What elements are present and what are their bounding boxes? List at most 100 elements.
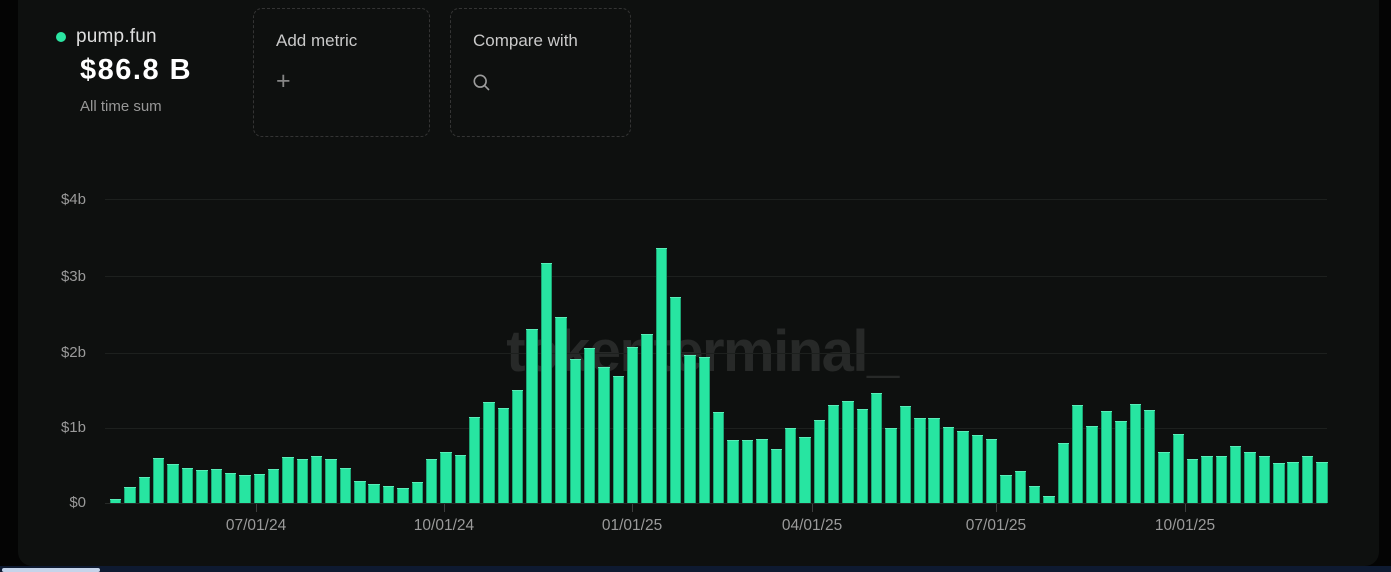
- bar[interactable]: [626, 347, 639, 503]
- bar[interactable]: [598, 367, 610, 503]
- bar[interactable]: [1100, 411, 1113, 503]
- bar[interactable]: [914, 418, 926, 503]
- bar[interactable]: [196, 470, 208, 503]
- bar[interactable]: [1273, 463, 1285, 503]
- bar[interactable]: [354, 481, 366, 503]
- compare-with-button[interactable]: Compare with: [450, 8, 631, 137]
- bar[interactable]: [1043, 496, 1055, 503]
- bar[interactable]: [928, 418, 940, 503]
- bar[interactable]: [1143, 410, 1156, 503]
- bar[interactable]: [1258, 456, 1271, 503]
- x-tick-mark: [1185, 504, 1186, 512]
- bar[interactable]: [440, 452, 452, 503]
- horizontal-scrollbar-track[interactable]: [0, 566, 1391, 572]
- bar[interactable]: [569, 359, 581, 503]
- bar[interactable]: [885, 428, 897, 503]
- bar[interactable]: [827, 405, 840, 503]
- bar[interactable]: [124, 487, 136, 503]
- bar[interactable]: [311, 456, 323, 503]
- bar[interactable]: [1115, 421, 1127, 503]
- bar[interactable]: [856, 409, 869, 503]
- bar[interactable]: [1129, 404, 1141, 503]
- bar[interactable]: [267, 469, 280, 503]
- series-color-dot: [56, 32, 66, 42]
- bar[interactable]: [641, 334, 653, 503]
- bar[interactable]: [153, 458, 165, 503]
- bar[interactable]: [784, 428, 797, 503]
- bar[interactable]: [756, 439, 768, 503]
- bar[interactable]: [1301, 456, 1314, 503]
- bar[interactable]: [526, 329, 538, 503]
- bar[interactable]: [339, 468, 352, 503]
- bar[interactable]: [1086, 426, 1098, 503]
- bar[interactable]: [1172, 434, 1184, 503]
- add-metric-button[interactable]: Add metric +: [253, 8, 430, 137]
- bar[interactable]: [210, 469, 222, 503]
- bar[interactable]: [296, 459, 309, 503]
- bar[interactable]: [1000, 475, 1012, 503]
- bar[interactable]: [612, 376, 624, 503]
- bar[interactable]: [224, 473, 237, 503]
- bar[interactable]: [167, 464, 179, 503]
- x-tick-label: 10/01/24: [413, 517, 475, 534]
- x-tick-mark: [812, 504, 814, 512]
- bar[interactable]: [684, 355, 696, 503]
- bar[interactable]: [813, 420, 825, 503]
- horizontal-scrollbar-thumb[interactable]: [2, 568, 100, 572]
- bar[interactable]: [397, 488, 409, 503]
- bar[interactable]: [942, 427, 955, 503]
- bar[interactable]: [713, 412, 725, 503]
- bar[interactable]: [655, 248, 668, 503]
- bar[interactable]: [239, 475, 251, 503]
- bar[interactable]: [540, 263, 553, 503]
- bar[interactable]: [799, 437, 811, 503]
- bar[interactable]: [411, 482, 423, 503]
- bar[interactable]: [1186, 459, 1199, 503]
- bar[interactable]: [454, 455, 467, 503]
- bar[interactable]: [1287, 462, 1299, 503]
- bar[interactable]: [583, 348, 596, 503]
- bar[interactable]: [698, 357, 711, 503]
- bar[interactable]: [138, 477, 151, 503]
- bar[interactable]: [1316, 462, 1328, 503]
- bar[interactable]: [181, 468, 194, 503]
- chart-panel: pump.fun $86.8 B All time sum Add metric…: [18, 0, 1379, 566]
- bar[interactable]: [741, 440, 754, 503]
- bar[interactable]: [325, 459, 337, 503]
- bar[interactable]: [670, 297, 682, 503]
- bar[interactable]: [1201, 456, 1213, 503]
- bar[interactable]: [282, 457, 294, 503]
- bar[interactable]: [1072, 405, 1084, 503]
- bar[interactable]: [957, 431, 969, 503]
- bar[interactable]: [1057, 443, 1070, 503]
- bar[interactable]: [842, 401, 854, 503]
- plot-area: 07/01/24 10/01/24 01/01/25 04/01/25 07/01/25…: [105, 199, 1328, 534]
- bar[interactable]: [727, 440, 739, 503]
- x-tick-mark: [256, 504, 258, 512]
- bar[interactable]: [497, 408, 510, 503]
- bar[interactable]: [1158, 452, 1170, 503]
- bar[interactable]: [1029, 486, 1041, 503]
- bar[interactable]: [985, 439, 998, 503]
- bar[interactable]: [483, 402, 495, 503]
- bar[interactable]: [1215, 456, 1228, 503]
- bar[interactable]: [1014, 471, 1027, 503]
- bar[interactable]: [253, 474, 265, 503]
- bar[interactable]: [512, 390, 524, 503]
- bar[interactable]: [899, 406, 912, 503]
- bar[interactable]: [382, 486, 395, 503]
- bar[interactable]: [555, 317, 567, 503]
- legend-item-pumpfun[interactable]: pump.fun: [56, 26, 157, 48]
- bar[interactable]: [468, 417, 481, 503]
- bar[interactable]: [110, 499, 122, 503]
- search-icon: [473, 74, 490, 91]
- bar[interactable]: [871, 393, 883, 503]
- bar[interactable]: [770, 449, 782, 503]
- series-value-caption: All time sum: [80, 98, 162, 115]
- x-tick-label: 07/01/25: [965, 517, 1027, 534]
- bar[interactable]: [425, 459, 438, 503]
- bar[interactable]: [368, 484, 380, 503]
- bar[interactable]: [1230, 446, 1242, 503]
- bar[interactable]: [971, 435, 983, 503]
- bar[interactable]: [1244, 452, 1256, 503]
